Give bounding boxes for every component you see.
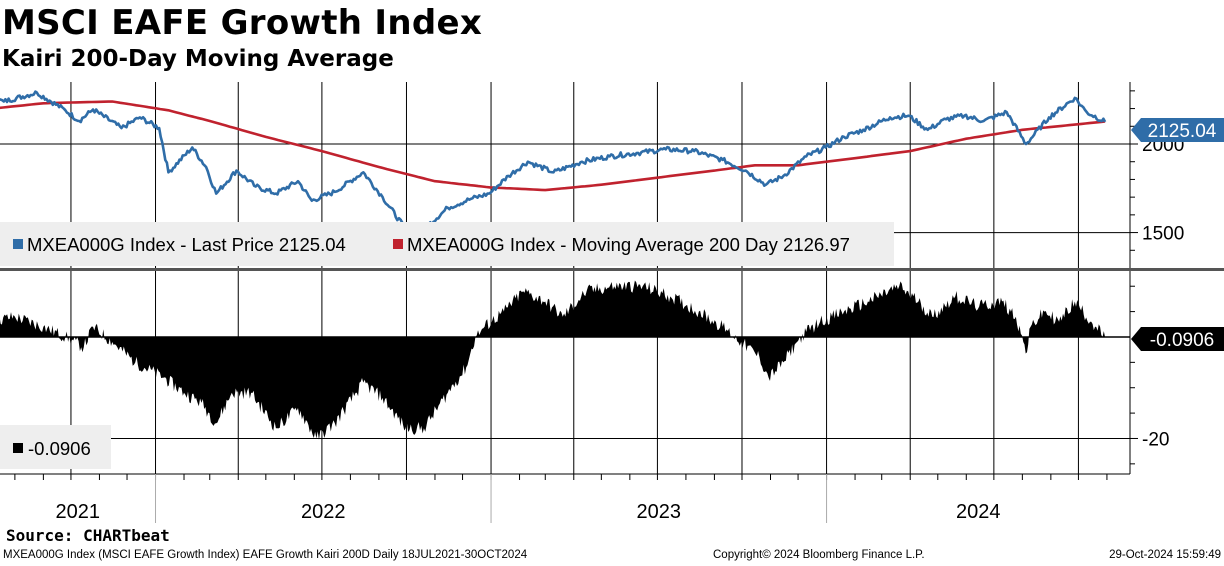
ma-legend-label: MXEA000G Index - Moving Average 200 Day …: [407, 234, 850, 255]
footer-description: MXEA000G Index (MSCI EAFE Growth Index) …: [3, 549, 528, 561]
page-subtitle: Kairi 200-Day Moving Average: [2, 46, 394, 72]
footer-timestamp: 29-Oct-2024 15:59:49: [1109, 549, 1221, 561]
kairi-legend: -0.0906: [0, 425, 111, 469]
price-last-value-marker: [1131, 118, 1224, 142]
source-note: Source: CHARTbeat: [6, 526, 170, 545]
footer-copyright: Copyright© 2024 Bloomberg Finance L.P.: [713, 549, 925, 561]
kairi-panel: -20 -0.0906 -0.0906: [0, 271, 1224, 474]
kairi-y-tick-label: -20: [1142, 429, 1169, 450]
x-year-label-2021: 2021: [56, 501, 101, 523]
x-year-label-2023: 2023: [637, 501, 682, 523]
ma-legend-swatch: [393, 239, 403, 249]
price-legend-swatch: [13, 239, 23, 249]
kairi-last-value-marker: [1131, 327, 1224, 351]
x-axis: 2021 2022 2023 2024: [0, 473, 1130, 523]
price-legend-background: [0, 222, 894, 266]
kairi-last-value-label: -0.0906: [1150, 330, 1214, 351]
price-last-value-tag: 2125.04: [1131, 118, 1224, 142]
price-last-value-label: 2125.04: [1148, 121, 1217, 142]
x-axis-year-dividers: [155, 474, 828, 523]
kairi-legend-swatch: [13, 443, 23, 453]
kairi-legend-label: -0.0906: [28, 438, 91, 459]
moving-average-line: [0, 100, 1106, 192]
page-title: MSCI EAFE Growth Index: [2, 3, 483, 43]
kairi-last-value-tag: -0.0906: [1131, 327, 1224, 351]
panel-divider: [0, 268, 1224, 271]
x-axis-ticks: [14, 474, 1108, 480]
x-year-label-2022: 2022: [301, 501, 346, 523]
kairi-area: [0, 280, 1106, 440]
x-year-label-2024: 2024: [956, 501, 1001, 523]
kairi-y-ticks: -20: [1130, 285, 1169, 465]
price-y-tick-label: 1500: [1142, 224, 1184, 245]
price-line: [0, 90, 1107, 233]
price-legend-label: MXEA000G Index - Last Price 2125.04: [27, 234, 346, 255]
price-legend: MXEA000G Index - Last Price 2125.04 MXEA…: [0, 222, 894, 266]
